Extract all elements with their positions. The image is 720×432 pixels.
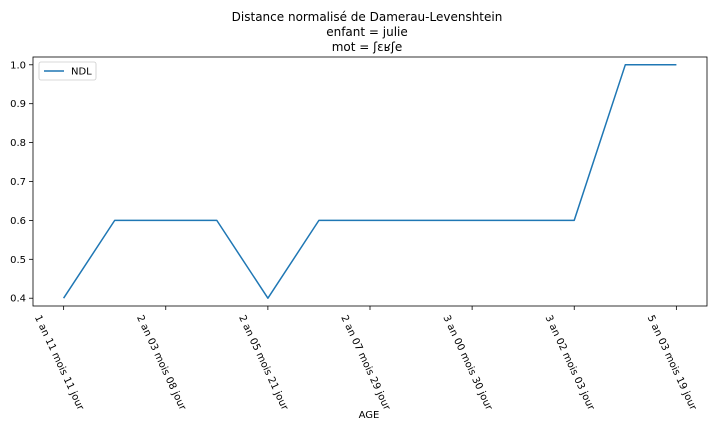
x-tick-label: 3 an 02 mois 03 jour xyxy=(543,314,597,413)
legend-box xyxy=(38,61,97,81)
y-tick-label: 1.0 xyxy=(10,60,26,71)
chart-title-line: Distance normalisé de Damerau-Levenshtei… xyxy=(232,10,503,24)
x-tick-label: 5 an 03 mois 19 jour xyxy=(645,314,699,413)
series-lines xyxy=(62,64,677,299)
y-tick-label: 0.6 xyxy=(10,216,26,227)
y-axis: 0.4 0.5 0.6 0.7 0.8 0.9 1.0 xyxy=(10,60,33,305)
x-tick-label: 2 an 05 mois 21 jour xyxy=(236,314,290,413)
chart-title: Distance normalisé de Damerau-Levenshtei… xyxy=(232,10,503,54)
plot-area xyxy=(32,56,708,307)
x-axis: 1 an 11 mois 11 jour 2 an 03 mois 08 jour… xyxy=(32,306,699,413)
x-tick-label: 2 an 07 mois 29 jour xyxy=(338,314,392,413)
x-tick-label: 2 an 03 mois 08 jour xyxy=(134,314,188,413)
y-tick-label: 0.5 xyxy=(10,255,26,266)
legend-label: NDL xyxy=(71,67,92,78)
x-tick-label: 1 an 11 mois 11 jour xyxy=(32,314,86,413)
chart-title-line: mot = ʃɛʁʃe xyxy=(332,40,403,54)
y-tick-label: 0.8 xyxy=(10,138,26,149)
x-tick-label: 3 an 00 mois 30 jour xyxy=(440,314,494,413)
y-tick-label: 0.9 xyxy=(10,99,26,110)
y-tick-label: 0.7 xyxy=(10,177,26,188)
x-axis-label: AGE xyxy=(359,410,380,421)
y-tick-label: 0.4 xyxy=(10,294,26,305)
series-line-ndl xyxy=(62,64,677,299)
chart-title-line: enfant = julie xyxy=(326,25,408,39)
legend: NDL xyxy=(38,61,97,81)
